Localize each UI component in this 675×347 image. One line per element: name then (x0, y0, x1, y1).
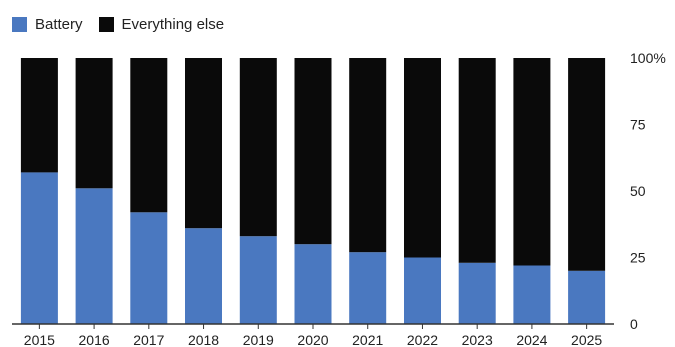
bar-battery-2015 (20, 172, 58, 324)
x-tick-label-2023: 2023 (462, 332, 493, 347)
chart-legend: Battery Everything else (12, 14, 224, 34)
x-tick-label-2016: 2016 (79, 332, 110, 347)
bar-everything-else-2016 (75, 58, 113, 189)
bars-group (20, 58, 606, 324)
bar-everything-else-2024 (513, 58, 551, 266)
bar-everything-else-2025 (568, 58, 606, 271)
x-tick-label-2025: 2025 (571, 332, 602, 347)
y-tick-label-100: 100% (630, 50, 666, 66)
bar-battery-2021 (349, 252, 387, 324)
bar-everything-else-2023 (458, 58, 496, 263)
x-tick-label-2019: 2019 (243, 332, 274, 347)
bar-battery-2016 (75, 188, 113, 324)
bar-everything-else-2018 (185, 58, 222, 229)
legend-swatch-battery (12, 16, 27, 32)
legend-label-everything-else: Everything else (121, 15, 225, 33)
y-tick-label-0: 0 (630, 316, 638, 332)
x-tick-label-2020: 2020 (297, 332, 328, 347)
bar-everything-else-2021 (349, 58, 387, 253)
legend-label-battery: Battery (35, 15, 83, 33)
bar-everything-else-2017 (130, 58, 168, 213)
bar-battery-2017 (130, 212, 168, 324)
x-tick-label-2021: 2021 (352, 332, 383, 347)
y-tick-label-50: 50 (630, 183, 646, 199)
legend-item-everything-else: Everything else (98, 15, 225, 33)
bar-battery-2023 (458, 262, 496, 324)
bar-battery-2018 (185, 228, 222, 324)
x-tick-label-2022: 2022 (407, 332, 438, 347)
x-axis-ticks: 2015 2016 2017 2018 2019 2020 2021 2022 2023 2024… (24, 324, 602, 347)
bar-battery-2022 (404, 257, 441, 324)
y-tick-label-25: 25 (630, 250, 646, 266)
bar-everything-else-2019 (239, 58, 277, 237)
bar-battery-2019 (239, 236, 277, 324)
bar-everything-else-2020 (294, 58, 332, 245)
legend-swatch-everything-else (98, 16, 114, 32)
bar-everything-else-2022 (404, 58, 441, 258)
y-tick-label-75: 75 (630, 117, 646, 133)
x-tick-label-2018: 2018 (188, 332, 219, 347)
x-tick-label-2024: 2024 (516, 332, 547, 347)
bar-battery-2025 (568, 270, 606, 324)
x-tick-label-2017: 2017 (133, 332, 164, 347)
bar-everything-else-2015 (20, 58, 58, 173)
x-tick-label-2015: 2015 (24, 332, 55, 347)
bar-battery-2024 (513, 265, 551, 324)
legend-item-battery: Battery (12, 16, 83, 33)
bar-battery-2020 (294, 244, 332, 324)
y-axis-ticks: 0 25 50 75 100% (630, 50, 666, 332)
